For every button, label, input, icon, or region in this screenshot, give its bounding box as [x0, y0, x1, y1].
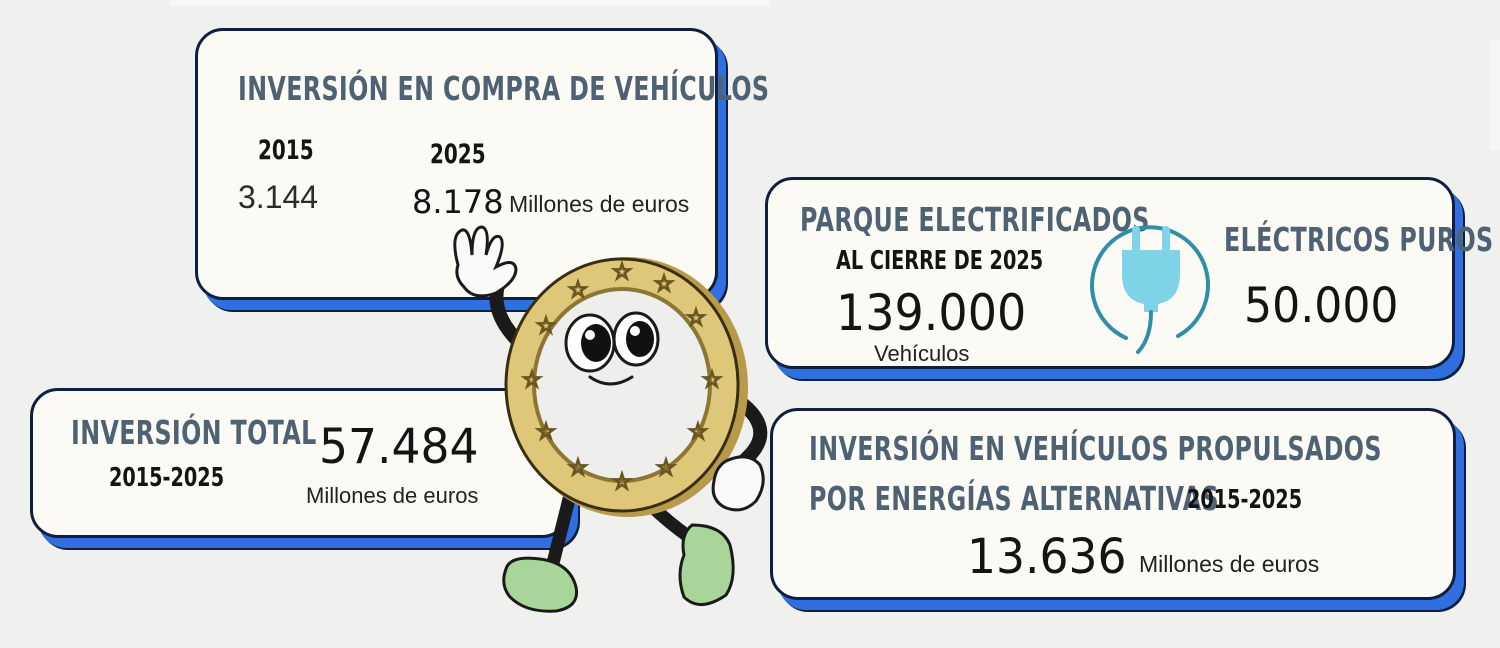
compra-value-2025: 8.178 — [412, 183, 504, 221]
glove-right — [711, 455, 765, 512]
shoe-left — [502, 556, 579, 613]
svg-text:☆: ☆ — [568, 278, 588, 303]
total-value: 57.484 — [319, 419, 479, 475]
svg-text:☆: ☆ — [688, 420, 708, 445]
puros-title: ELÉCTRICOS PUROS — [1224, 220, 1494, 259]
alternativas-period: 2015-2025 — [1187, 485, 1303, 515]
svg-text:☆: ☆ — [612, 470, 632, 495]
parque-subtitle: AL CIERRE DE 2025 — [836, 246, 1044, 276]
compra-unit: Millones de euros — [509, 191, 690, 217]
svg-text:☆: ☆ — [702, 368, 722, 393]
alternativas-value: 13.636 — [967, 529, 1127, 585]
euro-coin-mascot: ☆ ☆ ☆ ☆ ☆ ☆ ☆ ☆ ☆ ☆ ☆ ☆ — [453, 225, 768, 613]
mascot-smile — [588, 375, 634, 386]
alternativas-title-line1: INVERSIÓN EN VEHÍCULOS PROPULSADOS — [809, 429, 1382, 468]
compra-value-2015: 3.144 — [238, 179, 319, 215]
plug-icon — [1090, 225, 1210, 354]
parque-title: PARQUE ELECTRIFICADOS — [800, 200, 1150, 239]
compra-year-2025: 2025 — [430, 139, 486, 170]
svg-text:☆: ☆ — [536, 420, 556, 445]
total-unit: Millones de euros — [306, 483, 479, 508]
svg-text:☆: ☆ — [536, 314, 556, 339]
glove-left — [453, 225, 518, 298]
svg-text:☆: ☆ — [686, 306, 706, 331]
svg-text:☆: ☆ — [654, 272, 674, 297]
puros-value: 50.000 — [1244, 278, 1399, 334]
top-strip — [170, 0, 770, 6]
total-title: INVERSIÓN TOTAL — [71, 413, 317, 452]
alternativas-title-line2: POR ENERGÍAS ALTERNATIVAS — [809, 479, 1220, 518]
coin-stars: ☆ ☆ ☆ ☆ ☆ ☆ ☆ ☆ ☆ ☆ ☆ ☆ — [521, 259, 723, 496]
total-period: 2015-2025 — [109, 463, 225, 493]
card-inversion-total: INVERSIÓN TOTAL 2015-2025 57.484 Millone… — [30, 388, 570, 538]
mascot-eyes — [564, 311, 660, 373]
svg-text:☆: ☆ — [522, 368, 542, 393]
svg-text:☆: ☆ — [656, 456, 676, 481]
alternativas-unit: Millones de euros — [1139, 551, 1320, 577]
svg-text:☆: ☆ — [612, 260, 632, 285]
svg-text:☆: ☆ — [568, 456, 588, 481]
parque-value: 139.000 — [836, 284, 1027, 342]
card-parque-electrificados: PARQUE ELECTRIFICADOS AL CIERRE DE 2025 … — [765, 177, 1493, 369]
right-edge-strip — [1490, 40, 1500, 150]
parque-unit: Vehículos — [874, 341, 970, 366]
compra-year-2015: 2015 — [258, 135, 314, 166]
card-energias-alternativas: INVERSIÓN EN VEHÍCULOS PROPULSADOS POR E… — [770, 408, 1456, 600]
compra-title: INVERSIÓN EN COMPRA DE VEHÍCULOS — [238, 69, 770, 108]
shoe-right — [678, 523, 735, 606]
